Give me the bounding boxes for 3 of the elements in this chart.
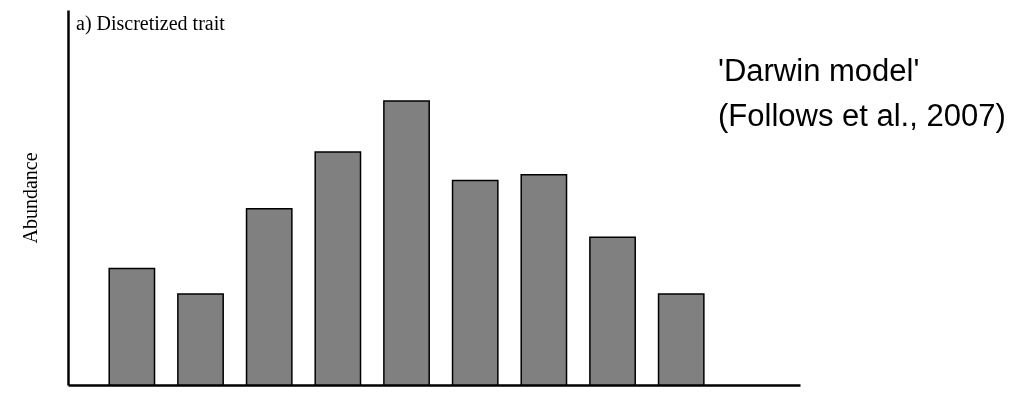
- y-axis-title: Abundance: [18, 152, 41, 244]
- chart-title: a) Discretized trait: [76, 12, 226, 35]
- text: 'Darwin model' (Follows et al., 2007): [718, 52, 1006, 135]
